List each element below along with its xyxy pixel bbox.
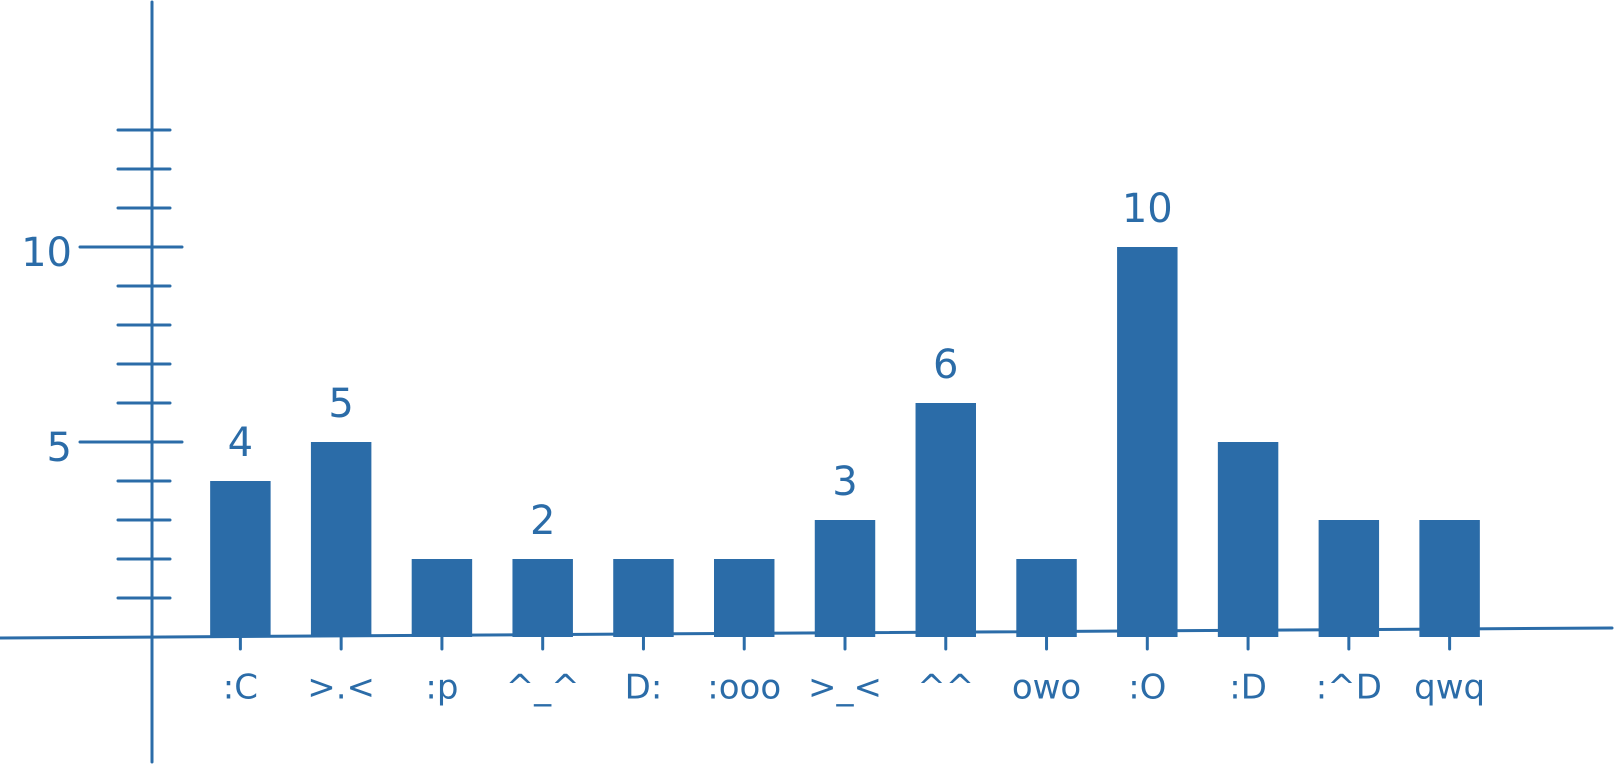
data-label: 4 xyxy=(228,420,253,466)
x-tick-label: ^^ xyxy=(917,668,974,708)
bar xyxy=(512,559,573,637)
bar xyxy=(210,481,271,637)
bar xyxy=(1016,559,1077,637)
x-tick-label: D: xyxy=(625,668,663,708)
data-label: 3 xyxy=(832,459,857,505)
x-tick-label: qwq xyxy=(1414,668,1485,708)
bar xyxy=(310,442,372,637)
bar xyxy=(714,559,775,637)
x-tick-label: :^D xyxy=(1316,668,1382,708)
x-tick-label: >.< xyxy=(307,668,375,708)
bar xyxy=(1419,520,1480,637)
x-tick-label: :ooo xyxy=(707,668,781,708)
x-tick-label: owo xyxy=(1012,668,1081,708)
data-label: 6 xyxy=(933,342,958,388)
data-label: 5 xyxy=(328,381,353,427)
bar xyxy=(1117,247,1178,637)
x-tick-label: :O xyxy=(1128,668,1166,708)
bar xyxy=(1217,442,1279,637)
bar xyxy=(411,559,473,637)
x-tick-label: >_< xyxy=(808,668,882,708)
y-tick-label: 5 xyxy=(47,425,72,471)
x-tick-label: :p xyxy=(425,668,458,708)
data-label: 10 xyxy=(1122,186,1173,232)
data-label: 2 xyxy=(530,498,555,544)
x-tick-label: ^_^ xyxy=(506,668,580,708)
bar xyxy=(915,403,976,637)
x-tick-label: :D xyxy=(1229,668,1267,708)
bar xyxy=(814,520,876,637)
x-tick-label: :C xyxy=(223,668,258,708)
y-tick-label: 10 xyxy=(21,230,72,276)
bar xyxy=(1318,520,1380,637)
bar xyxy=(613,559,674,637)
